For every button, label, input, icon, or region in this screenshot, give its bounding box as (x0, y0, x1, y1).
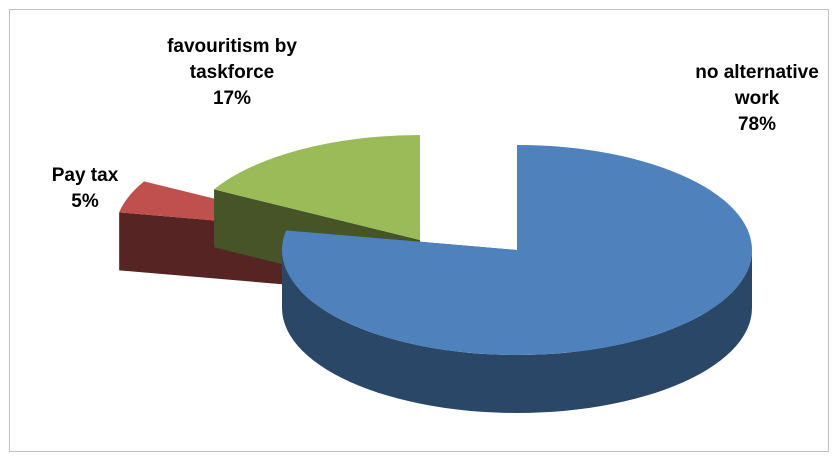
value-label: 78% (737, 114, 777, 135)
slice (281, 145, 752, 355)
value-label: 17% (212, 88, 252, 109)
category-label: no alternative work (695, 62, 819, 109)
slice (214, 135, 420, 240)
category-label: favouritism by taskforce (167, 36, 297, 83)
value-label: 5% (71, 191, 99, 212)
data-label: no alternative work 78% (692, 60, 822, 138)
data-label: favouritism by taskforce 17% (167, 34, 297, 112)
data-label: Pay tax 5% (25, 163, 145, 215)
slice-side (282, 250, 752, 413)
category-label: Pay tax (51, 165, 119, 186)
